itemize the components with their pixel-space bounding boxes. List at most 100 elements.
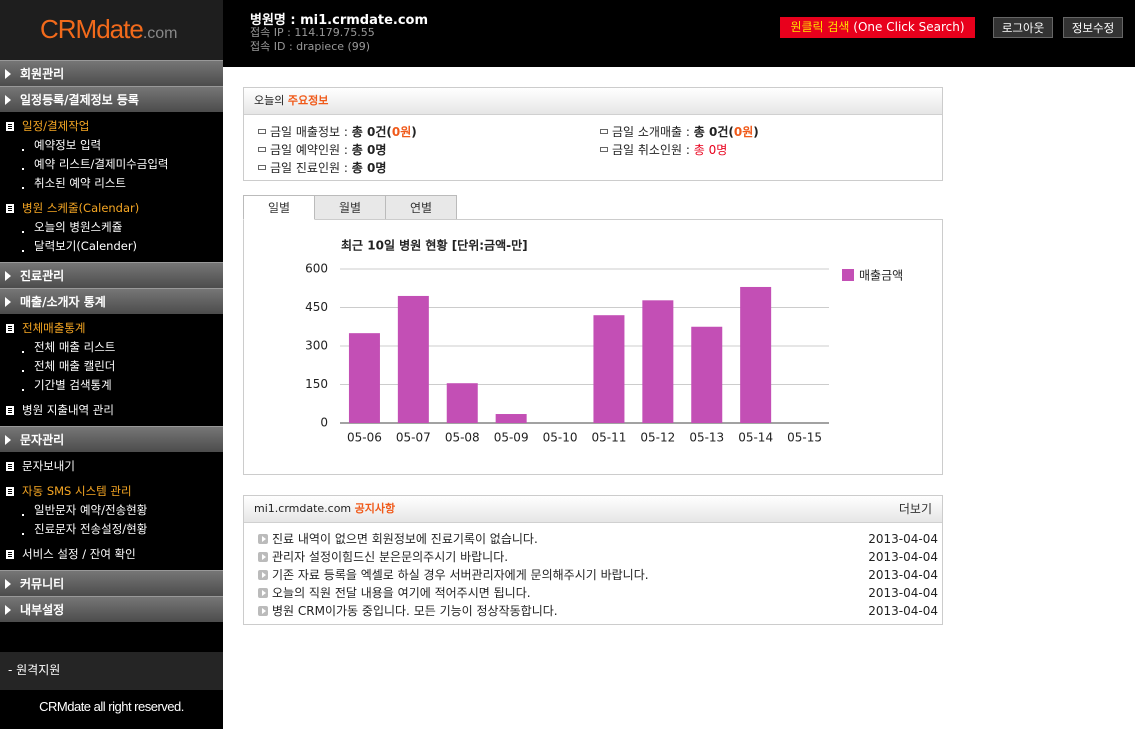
chart-panel: 최근 10일 병원 현황 [단위:금액-만] 0 150 300 450 600 05-0… [243,219,943,475]
x-tick-label: 05-12 [640,431,675,445]
menu-section[interactable]: 매출/소개자 통계 [0,288,223,314]
menu-section-title: 일정등록/결제정보 등록 [20,93,139,107]
summary-text: 금일 매출정보 : [270,125,348,139]
notice-date: 2013-04-04 [868,604,938,618]
x-tick-label: 05-15 [787,431,822,445]
menu-arrow [5,435,11,445]
menu-section[interactable]: 일정등록/결제정보 등록 [0,86,223,112]
logout-button[interactable]: 로그아웃 [993,17,1053,38]
notice-row[interactable]: 오늘의 직원 전달 내용을 여기에 적어주시면 됩니다. 2013-04-04 [258,584,938,602]
notice-text: 오늘의 직원 전달 내용을 여기에 적어주시면 됩니다. [272,586,531,600]
menu-group[interactable]: 병원 지출내역 관리 [0,401,223,420]
search-label: 원클릭 검색 [790,20,850,34]
x-tick-label: 05-10 [543,431,578,445]
menu-item-label: 예약 리스트/결제미수금입력 [34,157,169,171]
notice-row[interactable]: 병원 CRM이가동 중입니다. 모든 기능이 정상작동합니다. 2013-04-0… [258,602,938,620]
search-button[interactable]: 원클릭 검색 (One Click Search) [780,17,975,38]
x-tick-label: 05-11 [592,431,627,445]
search-sub: (One Click Search) [853,20,965,34]
y-tick-label: 450 [305,300,328,314]
menu-group[interactable]: 문자보내기 [0,457,223,476]
menu-group[interactable]: 자동 SMS 시스템 관리 [0,482,223,501]
menu-group-title: 전체매출통계 [22,321,86,335]
notice-date: 2013-04-04 [868,550,938,564]
bar [740,286,772,423]
tab[interactable]: 월별 [314,195,386,220]
x-tick-label: 05-14 [738,431,773,445]
notice-icon [258,588,268,598]
notice-text: 병원 CRM이가동 중입니다. 모든 기능이 정상작동합니다. [272,604,558,618]
menu-group-title: 병원 지출내역 관리 [22,403,114,417]
notice-icon [258,534,268,544]
menu-item-dot [22,149,24,151]
menu-item[interactable]: 기간별 검색통계 [0,376,223,395]
menu-section-title: 문자관리 [20,433,65,447]
bar [593,315,625,423]
summary-icon [258,147,266,152]
menu-group[interactable]: 일정/결제작업 [0,117,223,136]
summary-icon [258,129,266,134]
notice-row[interactable]: 관리자 설정이힘드신 분은문의주시기 바랍니다. 2013-04-04 [258,548,938,566]
menu-section-title: 회원관리 [20,67,65,81]
menu-item[interactable]: 취소된 예약 리스트 [0,174,223,193]
edit-button[interactable]: 정보수정 [1063,17,1123,38]
y-tick-label: 300 [305,339,328,353]
menu-item-label: 전체 매출 캘린더 [34,359,116,373]
menu-item[interactable]: 일반문자 예약/전송현황 [0,501,223,520]
menu-group[interactable]: 병원 스케줄(Calendar) [0,199,223,218]
menu-group-title: 일정/결제작업 [22,119,90,133]
tab[interactable]: 일별 [243,195,315,220]
menu-group[interactable]: 서비스 설정 / 잔여 확인 [0,545,223,564]
menu-section[interactable]: 커뮤니티 [0,570,223,596]
menu-item-dot [22,231,24,233]
remote-support[interactable]: - 원격지원 [0,652,223,690]
notice-icon [258,606,268,616]
notice-date: 2013-04-04 [868,568,938,582]
summary-icon [600,129,608,134]
summary-text: 금일 예약인원 : [270,143,348,157]
bar [348,333,380,423]
summary-text: 금일 진료인원 : [270,161,348,175]
notice-title: mi1.crmdate.com 공지사항 더보기 [244,496,942,523]
menu-item[interactable]: 예약정보 입력 [0,136,223,155]
menu-item[interactable]: 오늘의 병원스케쥴 [0,218,223,237]
menu-section[interactable]: 회원관리 [0,60,223,86]
notice-row[interactable]: 기존 자료 등록을 엑셀로 하실 경우 서버관리자에게 문의해주시기 바랍니다.… [258,566,938,584]
menu-group-title: 병원 스케줄(Calendar) [22,201,140,215]
menu-arrow [5,297,11,307]
menu-group-icon [6,462,14,471]
notice-icon [258,552,268,562]
tab[interactable]: 연별 [385,195,457,220]
menu-section[interactable]: 문자관리 [0,426,223,452]
menu-item[interactable]: 달력보기(Calender) [0,237,223,256]
menu-group[interactable]: 전체매출통계 [0,319,223,338]
summary-panel: 오늘의 주요정보 금일 매출정보 : 총 0건(0원) 금일 소개매출 : 총 0… [243,87,943,181]
menu-item-label: 달력보기(Calender) [34,239,138,253]
logo[interactable]: CRMdate.com [0,0,223,60]
y-tick-label: 600 [305,262,328,276]
menu-item[interactable]: 예약 리스트/결제미수금입력 [0,155,223,174]
bar [446,383,478,423]
notice-accent: 공지사항 [354,502,396,515]
menu-arrow [5,95,11,105]
menu-item[interactable]: 전체 매출 캘린더 [0,357,223,376]
access-id: 접속 ID : drapiece (99) [250,40,371,53]
menu-item[interactable]: 진료문자 전송설정/현황 [0,520,223,539]
menu-group-icon [6,406,14,415]
menu-section[interactable]: 진료관리 [0,262,223,288]
menu-item[interactable]: 전체 매출 리스트 [0,338,223,357]
more-link[interactable]: 더보기 [898,502,932,516]
menu-group-icon [6,324,14,333]
chart: 최근 10일 병원 현황 [단위:금액-만] 0 150 300 450 600 05-0… [305,238,903,445]
menu-section[interactable]: 내부설정 [0,596,223,622]
summary-text: 총 0명 [351,161,387,175]
notice-row[interactable]: 진료 내역이 없으면 회원정보에 진료기록이 없습니다. 2013-04-04 [258,530,938,548]
menu-item-dot [22,533,24,535]
summary-item: 금일 매출정보 : 총 0건(0원) [258,123,417,140]
